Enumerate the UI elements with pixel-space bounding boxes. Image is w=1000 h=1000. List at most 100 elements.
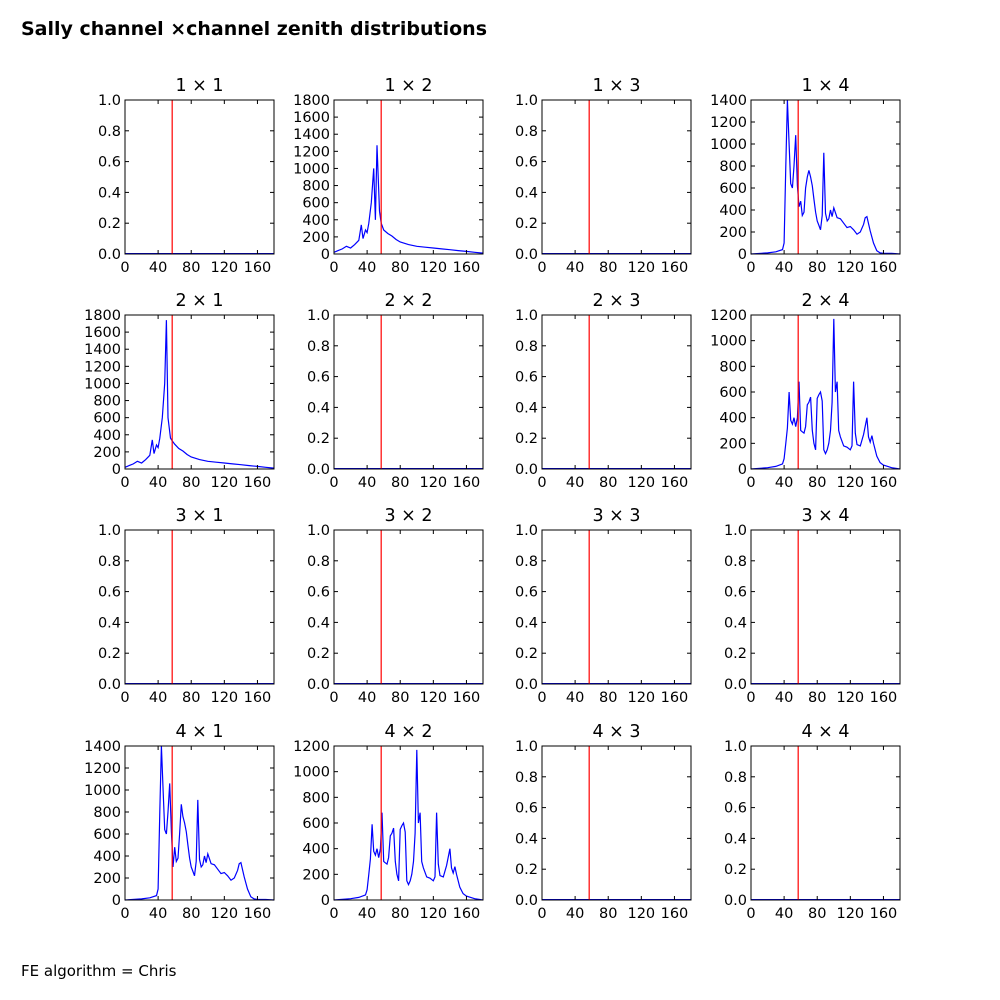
x-tick-label: 0	[329, 475, 338, 491]
axes-frame	[750, 745, 901, 901]
x-tick-label: 80	[808, 690, 826, 706]
y-tick-label: 0.0	[515, 247, 538, 263]
x-tick-label: 120	[836, 906, 864, 922]
y-tick-label: 800	[93, 805, 121, 821]
y-tick-label: 1.0	[98, 523, 121, 539]
y-tick-label: 0.4	[307, 615, 330, 631]
y-tick-label: 0.2	[515, 216, 538, 232]
y-tick-label: 400	[302, 213, 330, 229]
subplot-title: 1 × 4	[801, 76, 849, 96]
y-tick-label: 0.8	[307, 339, 330, 355]
y-tick-label: 0	[321, 893, 330, 909]
y-tick-label: 800	[93, 394, 121, 410]
x-tick-label: 120	[419, 906, 447, 922]
axes-frame	[750, 99, 901, 255]
subplot-2-4: 0 40 80 120 160 0 200 400 600 800 1000 1200 2 × 4	[710, 291, 901, 491]
y-tick-label: 1400	[710, 93, 747, 109]
y-tick-label: 1000	[710, 334, 747, 350]
y-tick-label: 0.2	[307, 431, 330, 447]
x-tick-label: 0	[120, 475, 129, 491]
subplot-title: 4 × 3	[592, 722, 640, 742]
x-tick-label: 40	[566, 690, 584, 706]
y-tick-label: 0.0	[98, 247, 121, 263]
y-tick-label: 0.4	[724, 615, 747, 631]
x-tick-label: 80	[391, 690, 409, 706]
y-tick-label: 0.4	[98, 615, 121, 631]
x-tick-label: 160	[244, 906, 272, 922]
y-tick-label: 0.4	[515, 831, 538, 847]
x-tick-label: 40	[149, 260, 167, 276]
x-tick-label: 80	[182, 260, 200, 276]
y-tick-label: 0.2	[515, 646, 538, 662]
y-tick-label: 1.0	[724, 523, 747, 539]
y-tick-label: 1200	[84, 761, 121, 777]
subplot-4-2: 0 40 80 120 160 0 200 400 600 800 1000 1200 4 × 2	[293, 722, 484, 922]
x-tick-label: 160	[870, 906, 898, 922]
y-tick-label: 0.8	[724, 554, 747, 570]
y-tick-label: 0	[738, 247, 747, 263]
axes-frame	[750, 314, 901, 470]
x-tick-label: 0	[537, 260, 546, 276]
axes-frame	[333, 99, 484, 255]
y-tick-label: 0.6	[724, 585, 747, 601]
y-tick-label: 400	[302, 842, 330, 858]
x-tick-label: 80	[808, 260, 826, 276]
y-tick-label: 1400	[84, 739, 121, 755]
y-tick-label: 0.2	[515, 431, 538, 447]
axes-frame	[124, 745, 275, 901]
x-tick-label: 0	[329, 260, 338, 276]
y-tick-label: 0	[112, 462, 121, 478]
axes-frame	[124, 99, 275, 255]
y-tick-label: 1200	[710, 308, 747, 324]
subplot-4-1: 0 40 80 120 160 0 200 400 600 800 1000 1200 1400 4 × …	[84, 722, 275, 922]
y-tick-label: 0.0	[724, 677, 747, 693]
y-tick-label: 200	[719, 436, 747, 452]
x-tick-label: 40	[149, 690, 167, 706]
y-tick-label: 800	[302, 790, 330, 806]
y-tick-label: 1000	[293, 161, 330, 177]
x-tick-label: 120	[836, 690, 864, 706]
x-tick-label: 40	[358, 690, 376, 706]
y-tick-label: 0.6	[307, 585, 330, 601]
x-tick-label: 120	[210, 906, 238, 922]
subplot-1-1: 0 40 80 120 160 0.0 0.2 0.4 0.6 0.8 1.0 1 × 1	[98, 76, 275, 276]
y-tick-label: 800	[302, 179, 330, 195]
y-tick-label: 0.8	[515, 339, 538, 355]
subplot-title: 1 × 3	[592, 76, 640, 96]
y-tick-label: 1.0	[307, 308, 330, 324]
axes-frame	[333, 314, 484, 470]
y-tick-label: 1600	[84, 325, 121, 341]
y-tick-label: 600	[719, 385, 747, 401]
axes-frame	[541, 745, 692, 901]
y-tick-label: 0.4	[515, 185, 538, 201]
x-tick-label: 0	[537, 475, 546, 491]
y-tick-label: 0	[321, 247, 330, 263]
y-tick-label: 0.6	[515, 801, 538, 817]
subplot-title: 1 × 2	[384, 76, 432, 96]
y-tick-label: 1000	[293, 765, 330, 781]
x-tick-label: 120	[210, 690, 238, 706]
y-tick-label: 1200	[293, 739, 330, 755]
x-tick-label: 40	[775, 260, 793, 276]
y-tick-label: 1.0	[98, 93, 121, 109]
x-tick-label: 160	[453, 475, 481, 491]
y-tick-label: 600	[719, 181, 747, 197]
x-tick-label: 160	[244, 690, 272, 706]
subplot-1-2: 0 40 80 120 16002004006008001000120014001600…	[293, 76, 484, 276]
x-tick-label: 0	[746, 906, 755, 922]
x-tick-label: 40	[358, 260, 376, 276]
subplot-4-3: 0 40 80 120 160 0.0 0.2 0.4 0.6 0.8 1.0 4 × 3	[515, 722, 692, 922]
x-tick-label: 160	[453, 260, 481, 276]
y-tick-label: 0.4	[98, 185, 121, 201]
y-tick-label: 1800	[84, 308, 121, 324]
y-tick-label: 200	[93, 871, 121, 887]
y-tick-label: 0.2	[98, 646, 121, 662]
y-tick-label: 1.0	[515, 308, 538, 324]
x-tick-label: 80	[599, 690, 617, 706]
y-tick-label: 200	[302, 230, 330, 246]
y-tick-label: 0.2	[515, 862, 538, 878]
x-tick-label: 40	[566, 906, 584, 922]
x-tick-label: 0	[120, 690, 129, 706]
x-tick-label: 40	[358, 906, 376, 922]
series-line	[333, 145, 484, 254]
